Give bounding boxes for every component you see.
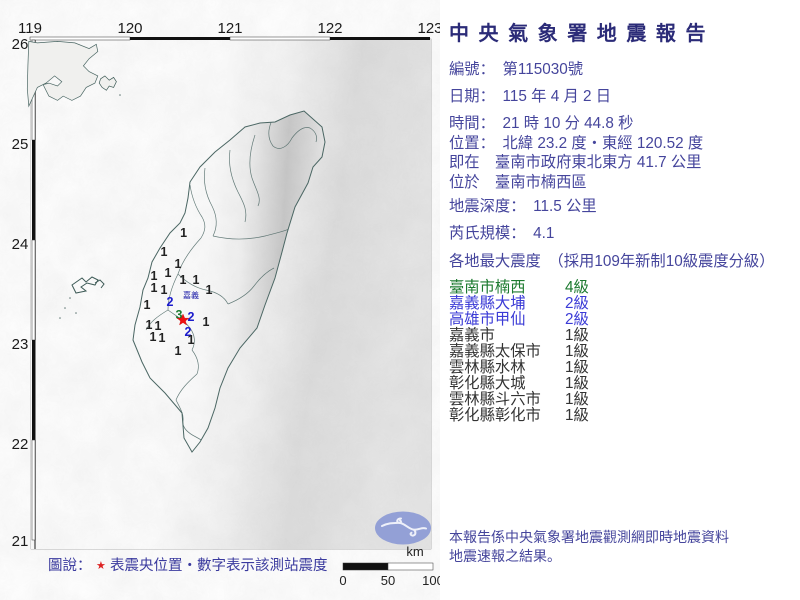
svg-text:123: 123 [417, 20, 440, 37]
svg-text:km: km [406, 544, 423, 559]
svg-text:100: 100 [422, 573, 440, 588]
